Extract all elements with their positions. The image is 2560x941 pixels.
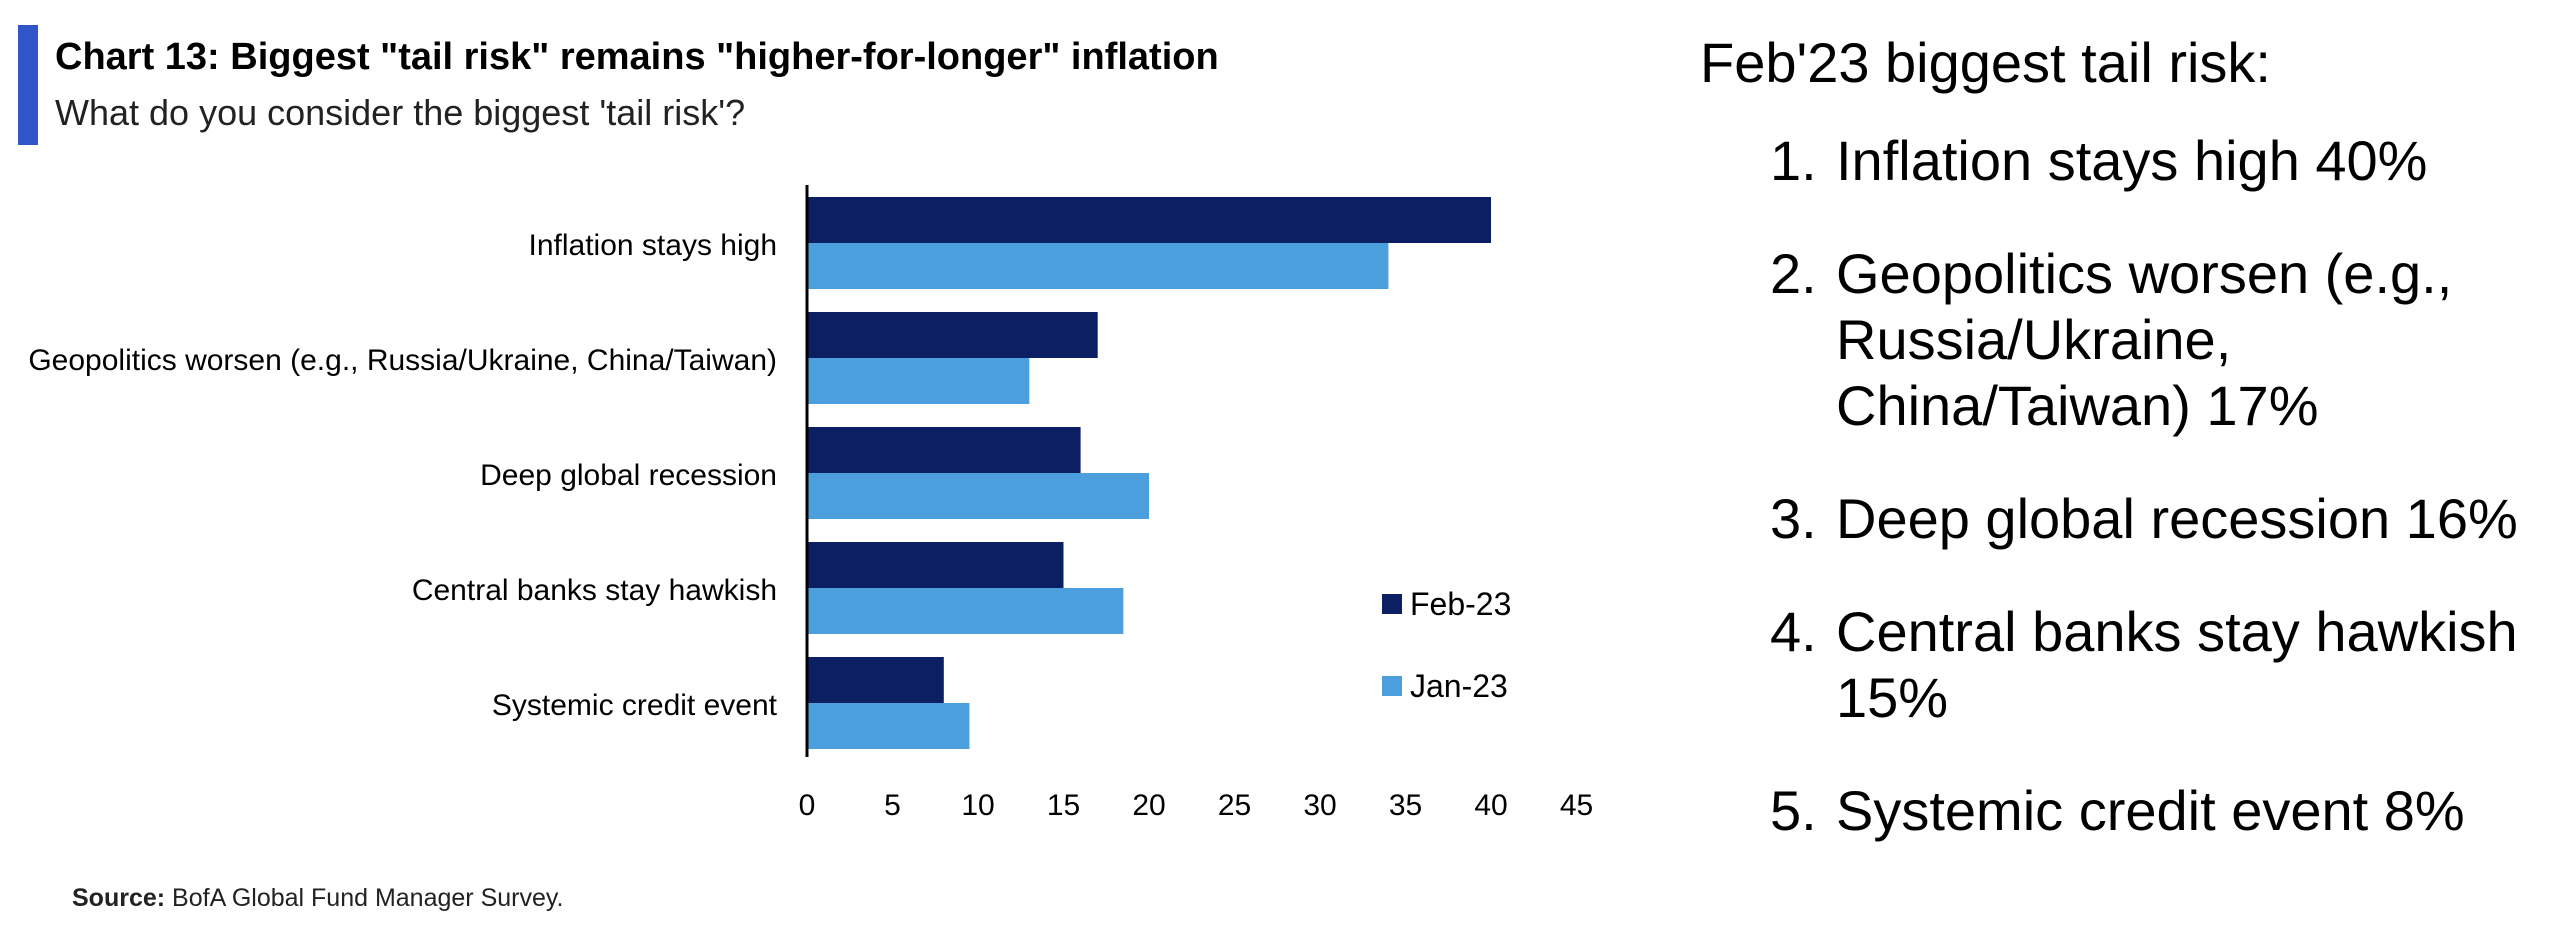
summary-title: Feb'23 biggest tail risk: (1700, 31, 2271, 94)
summary-item-text: Central banks stay hawkish 15% (1836, 600, 2518, 729)
summary-item-number: 1. (1770, 129, 1817, 192)
category-label: Geopolitics worsen (e.g., Russia/Ukraine… (28, 344, 777, 377)
legend-label-feb-23: Feb-23 (1410, 586, 1511, 622)
bar-chart: Inflation stays high Geopolitics worsen (… (28, 185, 1593, 822)
summary-item: 4. Central banks stay hawkish 15% (1770, 599, 2550, 731)
summary-item: 2. Geopolitics worsen (e.g., Russia/Ukra… (1770, 241, 2550, 439)
source-text: BofA Global Fund Manager Survey. (172, 884, 564, 912)
source-note: Source: BofA Global Fund Manager Survey. (72, 884, 563, 913)
summary-item-number: 2. (1770, 242, 1817, 305)
summary-item-text: Geopolitics worsen (e.g., Russia/Ukraine… (1836, 242, 2453, 437)
category-label: Systemic credit event (492, 689, 778, 722)
category-label: Deep global recession (480, 459, 777, 492)
title-accent-bar (18, 25, 38, 145)
x-tick-label: 20 (1132, 789, 1165, 822)
summary-item: 3. Deep global recession 16% (1770, 486, 2550, 552)
summary-item-text: Inflation stays high 40% (1836, 129, 2428, 192)
bar-jan-23 (807, 358, 1030, 404)
summary-item-text: Systemic credit event 8% (1836, 779, 2465, 842)
x-tick-label: 5 (884, 789, 901, 822)
bar-feb-23 (807, 427, 1081, 473)
summary-item: 5. Systemic credit event 8% (1770, 778, 2550, 844)
bar-jan-23 (807, 473, 1149, 519)
x-tick-label: 10 (961, 789, 994, 822)
chart-subtitle: What do you consider the biggest 'tail r… (55, 92, 746, 133)
summary-item: 1. Inflation stays high 40% (1770, 128, 2550, 194)
summary-item-number: 5. (1770, 779, 1817, 842)
x-tick-label: 45 (1560, 789, 1593, 822)
summary-item-number: 4. (1770, 600, 1817, 663)
x-tick-label: 25 (1218, 789, 1251, 822)
source-label: Source: (72, 884, 166, 912)
summary-list: 1. Inflation stays high 40% 2. Geopoliti… (1770, 128, 2550, 891)
bar-jan-23 (807, 243, 1389, 289)
bar-jan-23 (807, 703, 970, 749)
x-tick-label: 30 (1303, 789, 1336, 822)
bar-feb-23 (807, 312, 1098, 358)
x-tick-label: 15 (1047, 789, 1080, 822)
bar-feb-23 (807, 197, 1491, 243)
summary-item-number: 3. (1770, 487, 1817, 550)
category-label: Inflation stays high (529, 229, 777, 262)
x-tick-label: 35 (1389, 789, 1422, 822)
legend-label-jan-23: Jan-23 (1410, 668, 1508, 704)
legend-swatch-jan-23 (1382, 676, 1402, 696)
bar-feb-23 (807, 657, 944, 703)
category-label: Central banks stay hawkish (412, 574, 777, 607)
x-tick-label: 40 (1474, 789, 1507, 822)
bar-feb-23 (807, 542, 1064, 588)
chart-title: Chart 13: Biggest "tail risk" remains "h… (55, 36, 1219, 78)
x-tick-label: 0 (799, 789, 816, 822)
summary-item-text: Deep global recession 16% (1836, 487, 2518, 550)
legend-swatch-feb-23 (1382, 594, 1402, 614)
bar-jan-23 (807, 588, 1124, 634)
